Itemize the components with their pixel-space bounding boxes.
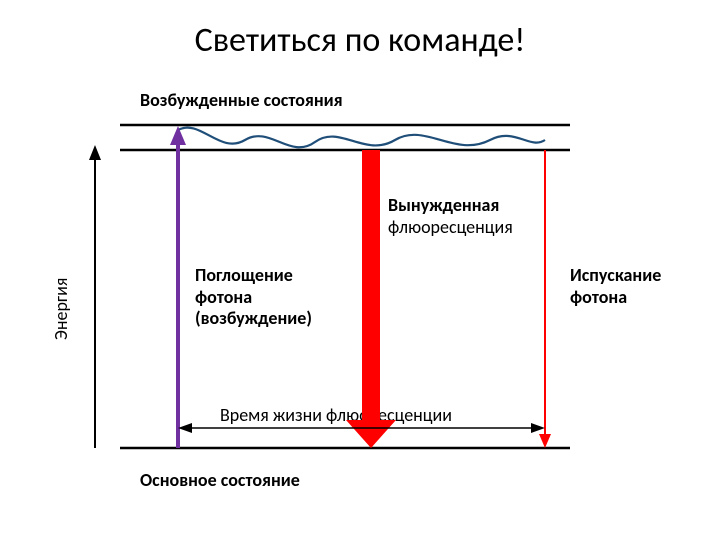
energy-diagram [0,0,720,540]
lifetime-arrow-head-right [531,423,545,433]
stimulated-arrow-head [346,420,396,448]
vibrational-relaxation-wave [178,128,545,148]
lifetime-arrow-head-left [178,423,192,433]
energy-axis-arrowhead [89,145,101,160]
stimulated-arrow-body [362,150,380,420]
emission-arrow-head [539,434,551,448]
